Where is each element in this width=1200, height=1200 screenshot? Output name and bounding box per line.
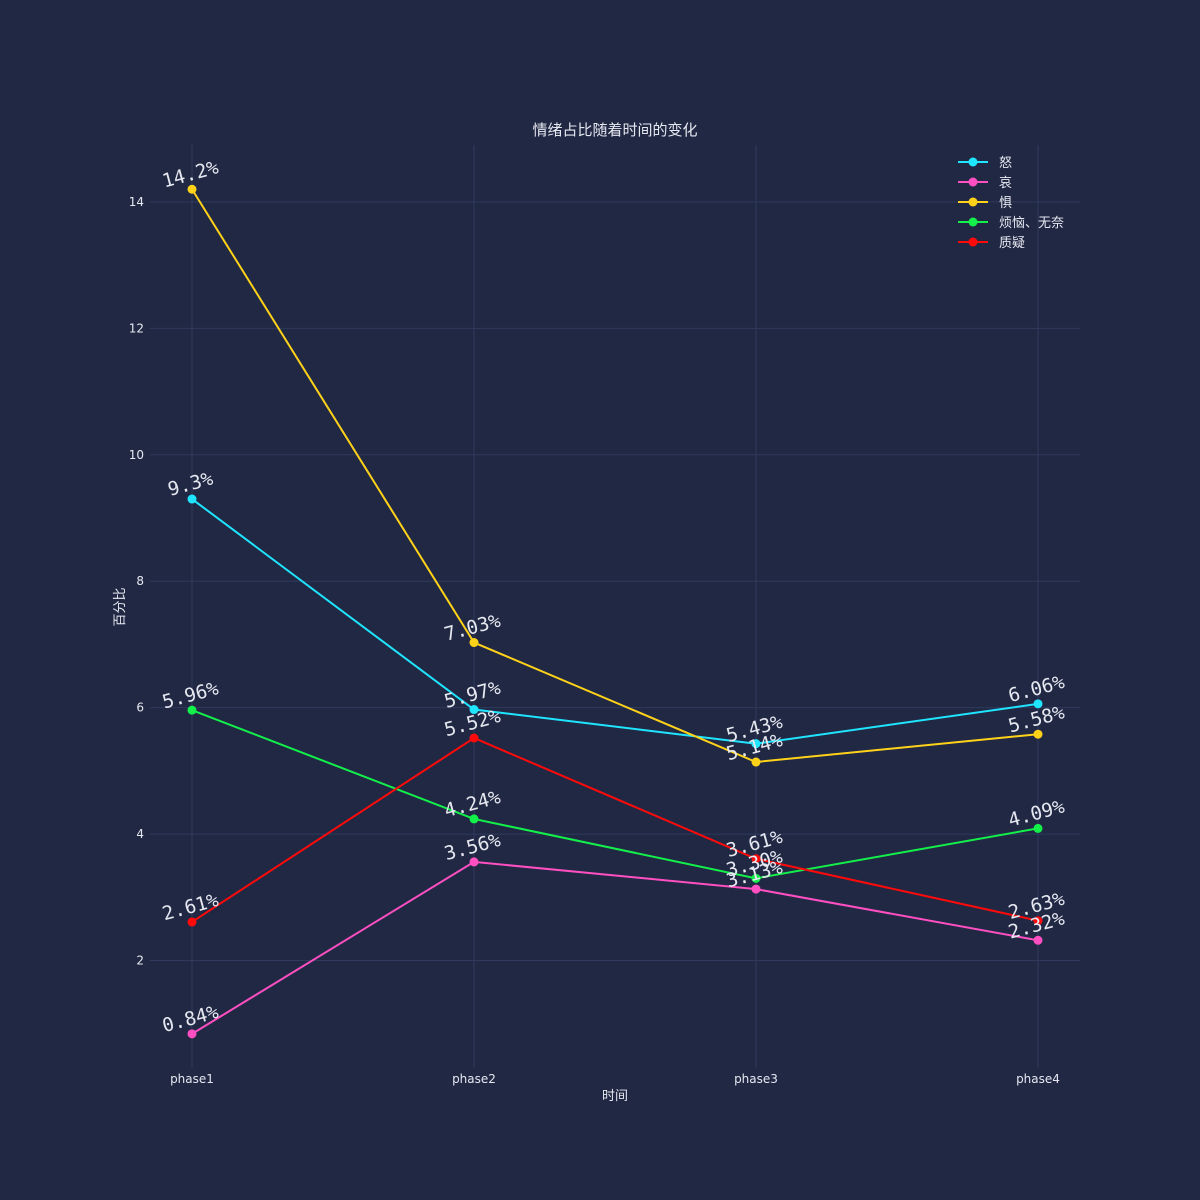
series-line-4 <box>191 709 1039 880</box>
series-lines <box>187 184 1043 1039</box>
y-tick-label: 8 <box>136 574 144 588</box>
data-point[interactable] <box>751 739 761 749</box>
x-tick-label: phase2 <box>452 1072 496 1086</box>
y-tick-label: 6 <box>136 701 144 715</box>
data-point[interactable] <box>1033 823 1043 833</box>
legend-item[interactable]: 质疑 <box>958 235 1025 251</box>
x-axis-ticks: phase1 phase2 phase3 phase4 <box>170 1072 1060 1086</box>
data-point[interactable] <box>187 917 197 927</box>
data-point[interactable] <box>187 705 197 715</box>
series-line-5 <box>191 736 1039 923</box>
data-point[interactable] <box>469 733 479 743</box>
data-point[interactable] <box>187 494 197 504</box>
data-point[interactable] <box>469 638 479 648</box>
y-axis-ticks: 2 4 6 8 10 12 14 <box>129 195 144 968</box>
legend-label: 怒 <box>999 156 1012 171</box>
y-tick-label: 14 <box>129 195 144 209</box>
x-tick-label: phase3 <box>734 1072 778 1086</box>
chart-title: 情绪占比随着时间的变化 <box>532 121 697 139</box>
legend-marker <box>968 237 978 247</box>
legend-item[interactable]: 烦恼、无奈 <box>958 216 1064 231</box>
y-tick-label: 12 <box>129 321 144 335</box>
data-point[interactable] <box>751 884 761 894</box>
data-point[interactable] <box>1033 729 1043 739</box>
data-point[interactable] <box>751 757 761 767</box>
data-point[interactable] <box>1033 916 1043 926</box>
legend-label: 哀 <box>999 176 1012 191</box>
data-point[interactable] <box>751 873 761 883</box>
data-point[interactable] <box>187 184 197 194</box>
y-tick-label: 2 <box>136 954 144 968</box>
y-axis-title: 百分比 <box>113 587 128 626</box>
y-tick-label: 10 <box>129 448 144 462</box>
legend-item[interactable]: 怒 <box>958 156 1012 171</box>
data-point[interactable] <box>1033 935 1043 945</box>
legend-marker <box>968 157 978 167</box>
x-axis-title: 时间 <box>602 1089 628 1104</box>
x-tick-label: phase1 <box>170 1072 214 1086</box>
legend-marker <box>968 197 978 207</box>
data-point[interactable] <box>469 857 479 867</box>
legend-label: 烦恼、无奈 <box>999 216 1064 231</box>
data-point[interactable] <box>1033 699 1043 709</box>
data-point[interactable] <box>469 814 479 824</box>
legend-label: 质疑 <box>999 235 1025 251</box>
series-line-3 <box>191 188 1039 764</box>
data-point[interactable] <box>469 705 479 715</box>
x-tick-label: phase4 <box>1016 1072 1060 1086</box>
legend-item[interactable]: 哀 <box>958 176 1012 191</box>
series-line-1 <box>191 498 1039 745</box>
series-line-2 <box>191 860 1039 1035</box>
legend-label: 惧 <box>999 195 1012 211</box>
legend-item[interactable]: 惧 <box>958 195 1012 211</box>
data-point[interactable] <box>187 1029 197 1039</box>
data-point[interactable] <box>751 854 761 864</box>
legend-marker <box>968 177 978 187</box>
grid <box>150 145 1080 1068</box>
y-tick-label: 4 <box>136 827 144 841</box>
legend-marker <box>968 217 978 227</box>
